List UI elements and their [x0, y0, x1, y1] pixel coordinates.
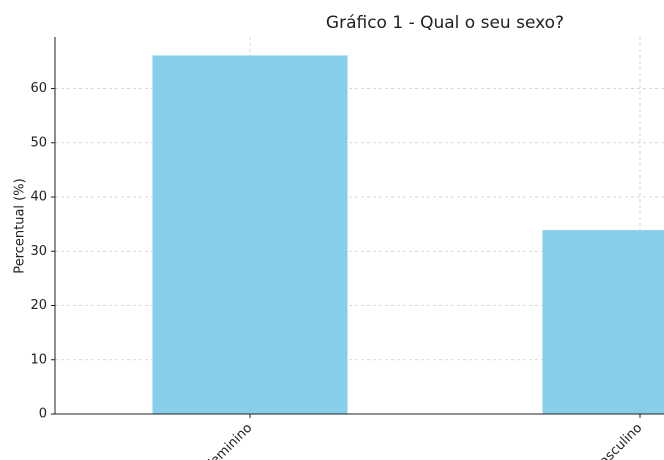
y-tick-label: 10 — [30, 352, 47, 367]
bar — [152, 55, 348, 414]
y-tick-label: 0 — [39, 407, 47, 422]
y-tick-label: 60 — [30, 81, 47, 96]
y-tick-label: 20 — [30, 298, 47, 313]
y-tick-label: 40 — [30, 190, 47, 205]
bar — [542, 230, 664, 414]
y-tick-label: 50 — [30, 135, 47, 150]
chart-title: Gráfico 1 - Qual o seu sexo? — [326, 13, 564, 33]
x-tick-label: Masculino — [589, 421, 645, 460]
x-tick-label: Feminino — [203, 421, 255, 460]
y-axis-label: Percentual (%) — [13, 178, 28, 273]
y-tick-label: 30 — [30, 244, 47, 259]
